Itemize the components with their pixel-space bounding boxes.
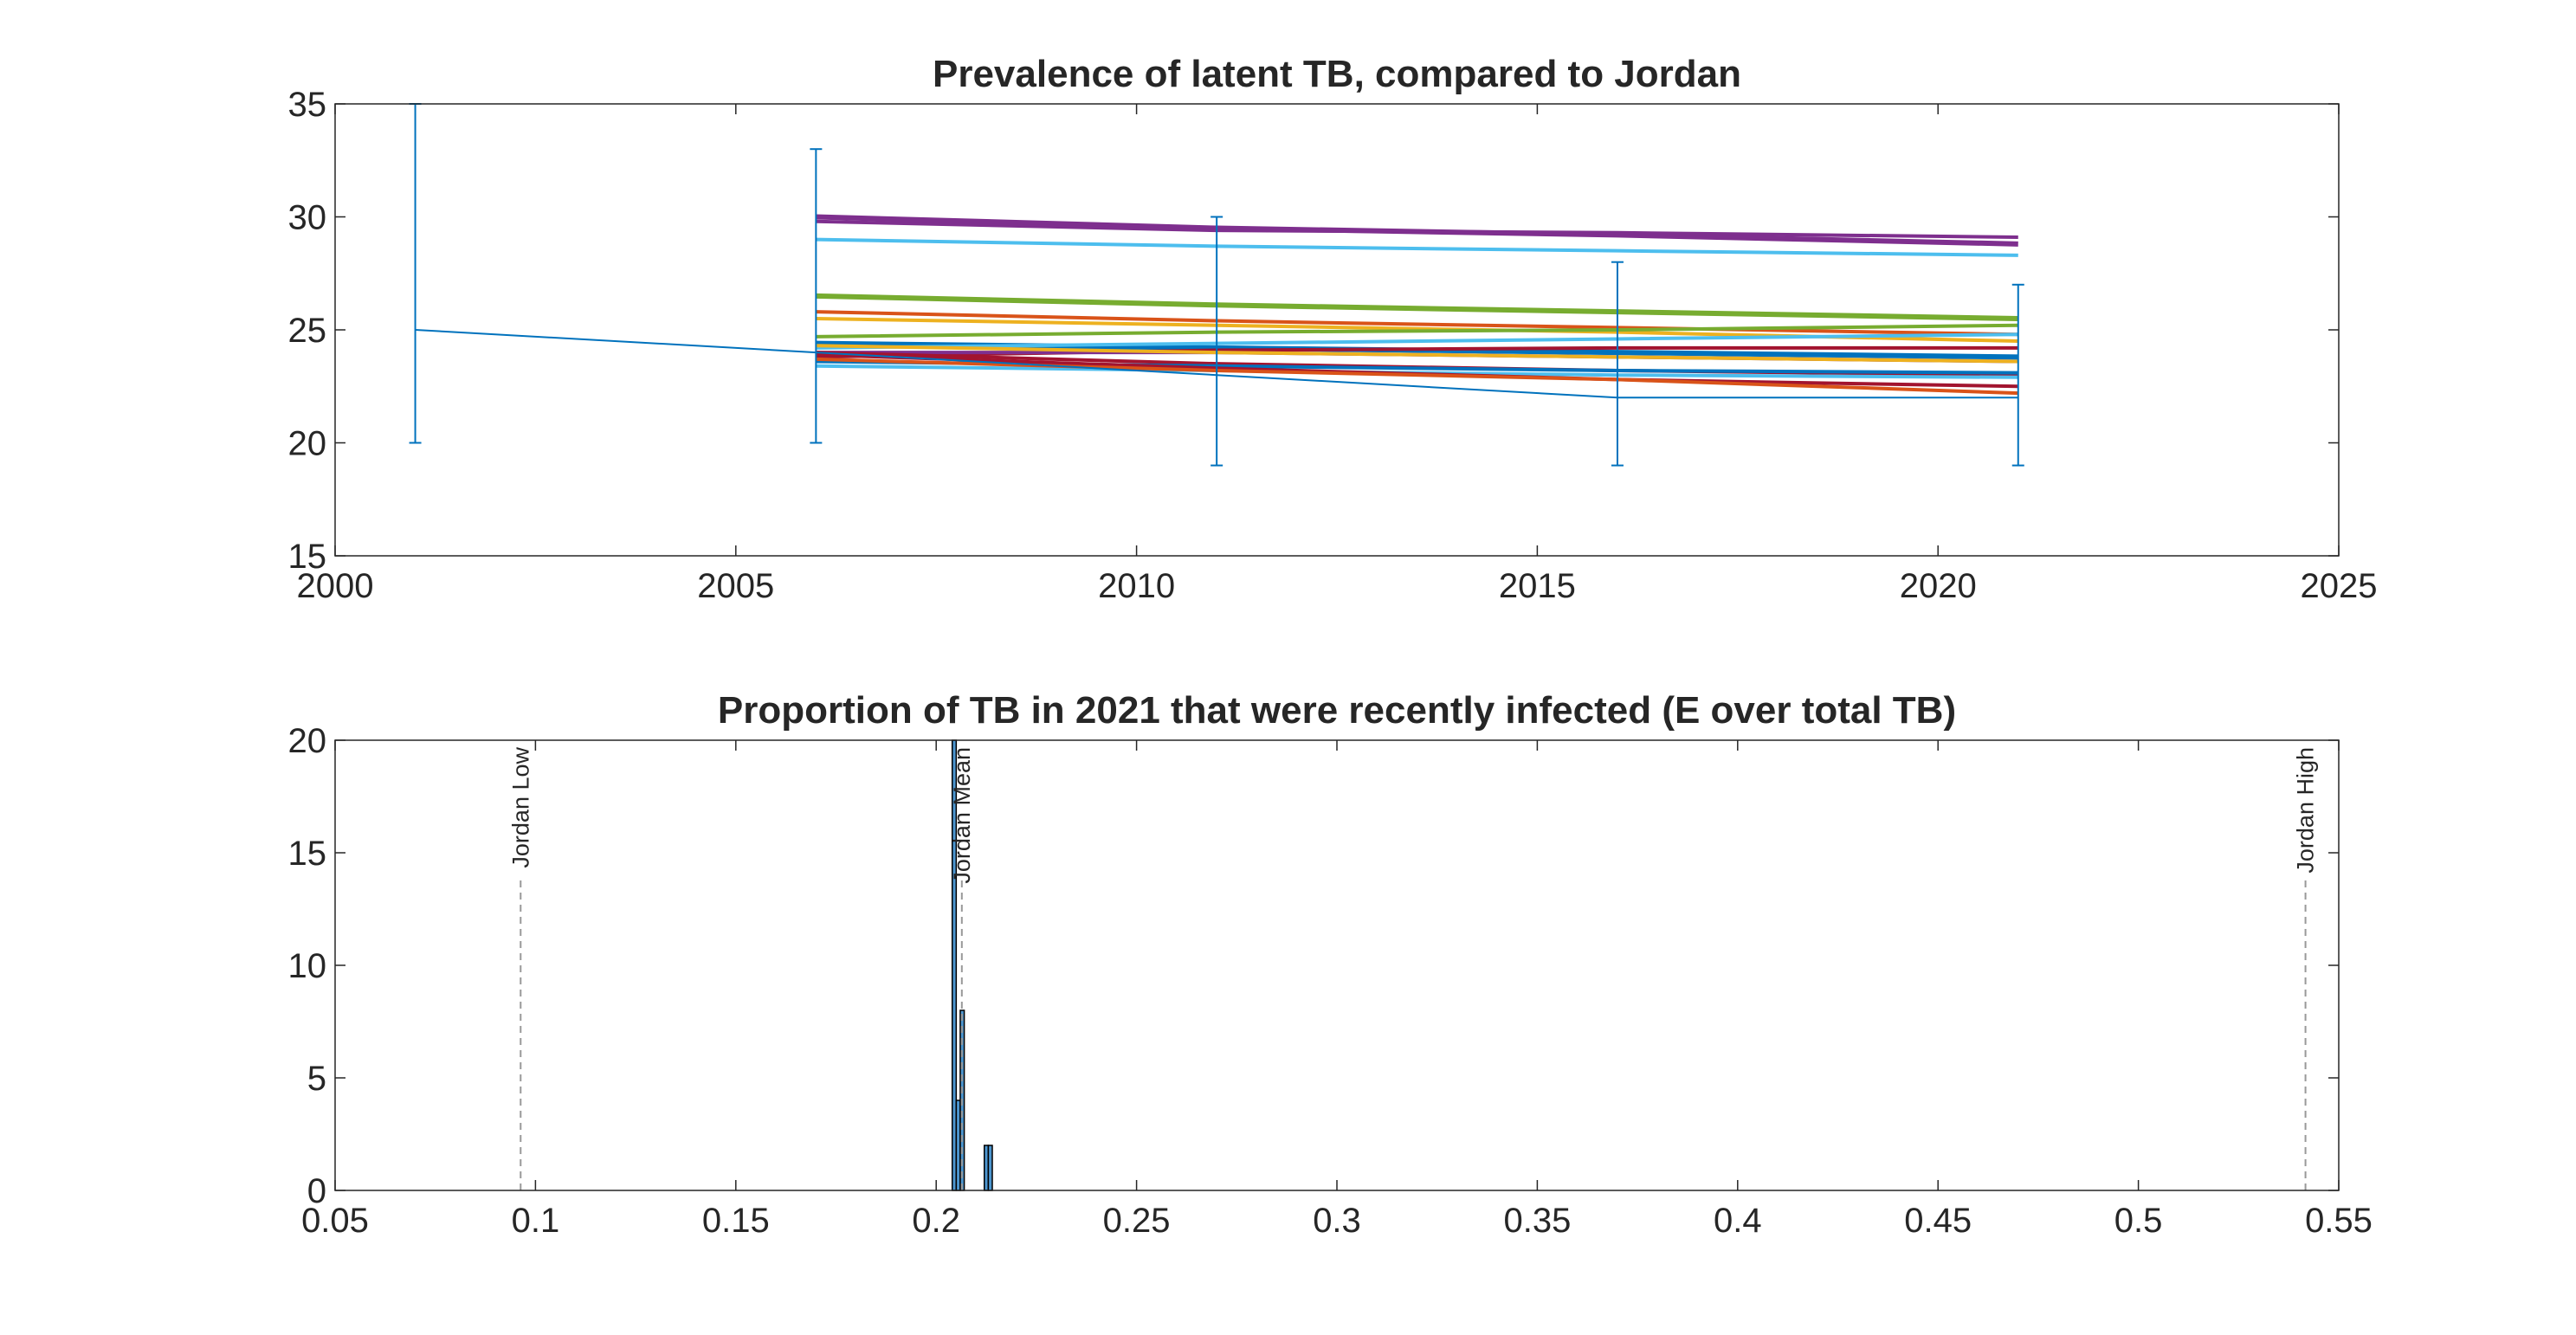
x-tick-label: 2025 bbox=[2301, 567, 2378, 605]
series-line bbox=[816, 293, 2018, 321]
y-tick-label: 25 bbox=[288, 312, 327, 350]
y-tick-label: 15 bbox=[288, 835, 327, 873]
y-tick-label: 5 bbox=[307, 1060, 326, 1098]
series-line bbox=[816, 357, 2018, 396]
y-tick-label: 15 bbox=[288, 538, 327, 576]
series-line bbox=[816, 323, 2018, 339]
x-tick-label: 2010 bbox=[1098, 567, 1175, 605]
chart-title: Proportion of TB in 2021 that were recen… bbox=[718, 689, 1956, 732]
x-tick-label: 0.5 bbox=[2114, 1202, 2163, 1240]
y-tick-label: 10 bbox=[288, 947, 327, 985]
reference-label: Jordan Mean bbox=[949, 747, 975, 884]
x-tick-label: 2020 bbox=[1900, 567, 1977, 605]
x-tick-label: 0.4 bbox=[1714, 1202, 1762, 1240]
y-tick-label: 20 bbox=[288, 722, 327, 760]
axes-background bbox=[335, 740, 2339, 1190]
x-tick-label: 0.05 bbox=[301, 1202, 369, 1240]
x-tick-label: 0.1 bbox=[512, 1202, 560, 1240]
x-tick-label: 2005 bbox=[697, 567, 774, 605]
series-line bbox=[816, 332, 2018, 350]
y-tick-label: 35 bbox=[288, 86, 327, 124]
y-tick-label: 0 bbox=[307, 1172, 326, 1210]
reference-label: Jordan High bbox=[2293, 747, 2319, 874]
x-tick-label: 0.45 bbox=[1904, 1202, 1972, 1240]
x-tick-label: 2000 bbox=[297, 567, 374, 605]
series-line bbox=[816, 344, 2018, 364]
x-tick-label: 2015 bbox=[1499, 567, 1576, 605]
series-line bbox=[816, 219, 2018, 239]
x-tick-label: 0.55 bbox=[2305, 1202, 2373, 1240]
series-line bbox=[816, 310, 2018, 337]
chart-title: Prevalence of latent TB, compared to Jor… bbox=[933, 53, 1741, 95]
series-line bbox=[816, 237, 2018, 257]
histogram-bar bbox=[987, 1145, 993, 1191]
x-tick-label: 0.25 bbox=[1103, 1202, 1171, 1240]
axes-frame bbox=[334, 103, 2340, 557]
x-tick-label: 0.3 bbox=[1313, 1202, 1361, 1240]
y-tick-label: 30 bbox=[288, 199, 327, 237]
y-tick-label: 20 bbox=[288, 425, 327, 463]
axes-frame bbox=[334, 739, 2340, 1191]
x-tick-label: 0.35 bbox=[1503, 1202, 1571, 1240]
reference-label: Jordan Low bbox=[507, 747, 533, 868]
x-tick-label: 0.2 bbox=[912, 1202, 960, 1240]
x-tick-label: 0.15 bbox=[702, 1202, 770, 1240]
